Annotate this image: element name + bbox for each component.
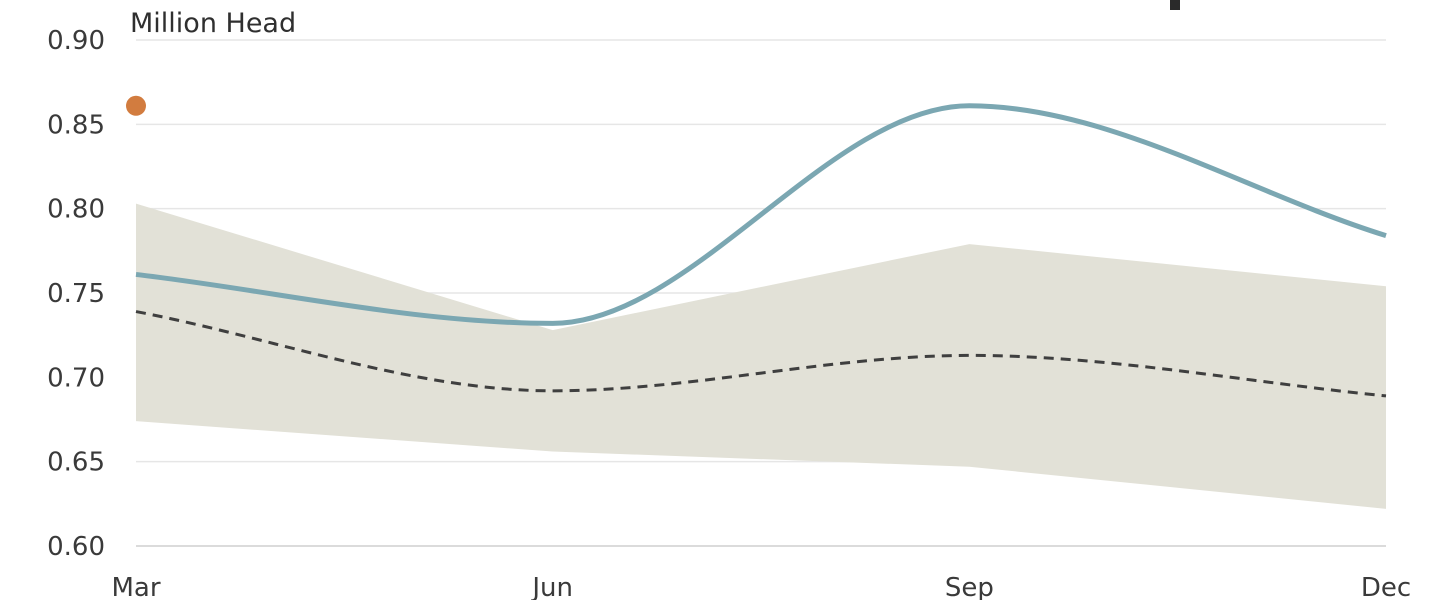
y-tick-label: 0.80 [47, 195, 105, 225]
y-tick-label: 0.60 [47, 532, 105, 562]
series-lines [135, 103, 1387, 398]
x-axis-ticks: Mar Jun Sep Dec [111, 573, 1411, 600]
y-tick-label: 0.70 [47, 363, 105, 393]
y-tick-label: 0.65 [47, 448, 105, 478]
y-tick-label: 0.75 [47, 279, 105, 309]
y-axis-ticks: 0.60 0.65 0.70 0.75 0.80 0.85 0.90 [47, 26, 105, 562]
y-axis-label: Million Head [130, 8, 296, 39]
legend-mark [1170, 0, 1180, 10]
y-tick-label: 0.85 [47, 110, 105, 140]
band-area [136, 203, 1386, 509]
solid-series-line [135, 103, 1387, 326]
dashed-series-line [135, 310, 1387, 398]
x-tick-label: Sep [945, 573, 994, 600]
data-point [126, 95, 146, 116]
x-tick-label: Jun [530, 573, 573, 600]
x-tick-label: Mar [111, 573, 160, 600]
y-tick-label: 0.90 [47, 26, 105, 56]
point-markers [126, 95, 146, 116]
confidence-band [136, 203, 1386, 509]
x-tick-label: Dec [1361, 573, 1411, 600]
